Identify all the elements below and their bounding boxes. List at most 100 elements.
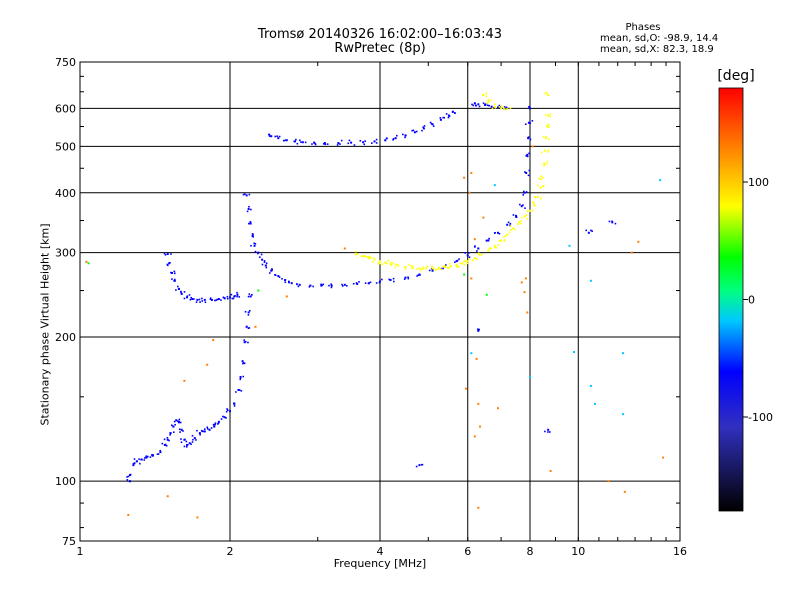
data-point bbox=[413, 131, 416, 134]
data-point bbox=[526, 210, 529, 212]
data-point bbox=[144, 457, 146, 459]
data-point bbox=[225, 417, 227, 419]
data-point bbox=[527, 121, 530, 124]
data-point bbox=[509, 107, 512, 109]
data-point bbox=[290, 282, 293, 285]
data-point bbox=[476, 250, 478, 252]
data-point bbox=[248, 293, 251, 295]
y-tick-label: 400 bbox=[55, 187, 76, 200]
data-point bbox=[362, 255, 365, 258]
data-point bbox=[527, 137, 530, 140]
data-point bbox=[503, 107, 505, 110]
data-point bbox=[251, 293, 253, 296]
data-point bbox=[296, 283, 298, 286]
data-point bbox=[474, 245, 476, 247]
data-point bbox=[500, 107, 503, 110]
data-point bbox=[127, 475, 130, 478]
data-point bbox=[455, 263, 458, 266]
data-point bbox=[540, 151, 543, 154]
data-point bbox=[498, 240, 501, 242]
data-point bbox=[343, 283, 346, 286]
data-point bbox=[482, 102, 485, 105]
data-point bbox=[248, 193, 251, 196]
data-point bbox=[394, 137, 397, 140]
data-point bbox=[345, 284, 348, 287]
data-point bbox=[180, 438, 182, 440]
data-point bbox=[133, 462, 136, 465]
data-point bbox=[139, 462, 141, 465]
data-point bbox=[510, 228, 512, 231]
data-point bbox=[448, 115, 451, 117]
data-point bbox=[190, 296, 192, 299]
data-point bbox=[544, 430, 546, 433]
data-point bbox=[295, 138, 297, 141]
data-point bbox=[229, 410, 231, 413]
data-point bbox=[478, 105, 481, 108]
data-point bbox=[320, 283, 322, 286]
data-point bbox=[464, 387, 467, 390]
data-point bbox=[430, 122, 433, 125]
data-point bbox=[517, 221, 520, 224]
data-point bbox=[375, 142, 378, 144]
data-point bbox=[407, 263, 410, 266]
data-point bbox=[189, 298, 192, 301]
data-point bbox=[244, 311, 247, 313]
phases-o-label: mean, sd,O: bbox=[600, 33, 661, 44]
data-point bbox=[238, 389, 241, 391]
data-point bbox=[180, 290, 182, 293]
data-point bbox=[165, 444, 168, 447]
colorbar-tick-label: 0 bbox=[748, 294, 755, 307]
data-point bbox=[285, 139, 288, 142]
data-point bbox=[477, 247, 480, 250]
data-point bbox=[419, 274, 421, 276]
data-point bbox=[549, 113, 552, 116]
data-point bbox=[428, 269, 431, 272]
data-point bbox=[241, 360, 244, 363]
data-point bbox=[519, 203, 521, 206]
data-point bbox=[527, 174, 530, 177]
data-point bbox=[416, 275, 418, 277]
data-point bbox=[166, 438, 169, 441]
x-tick-label: 2 bbox=[227, 545, 234, 558]
data-point bbox=[397, 264, 400, 267]
data-point bbox=[468, 258, 470, 260]
data-point bbox=[381, 263, 384, 266]
data-point bbox=[248, 327, 251, 329]
data-point bbox=[379, 261, 381, 264]
data-point bbox=[529, 375, 531, 378]
data-point bbox=[523, 191, 526, 194]
data-point bbox=[254, 250, 257, 253]
data-point bbox=[443, 264, 446, 267]
data-point bbox=[418, 464, 421, 467]
data-point bbox=[257, 289, 260, 292]
data-point bbox=[508, 231, 511, 234]
data-point bbox=[204, 301, 207, 304]
data-point bbox=[541, 176, 544, 179]
data-point bbox=[341, 283, 343, 286]
data-point bbox=[608, 220, 611, 223]
data-point bbox=[261, 263, 264, 266]
data-point bbox=[85, 260, 88, 263]
data-point bbox=[392, 262, 395, 265]
data-point bbox=[340, 139, 343, 142]
data-point bbox=[529, 138, 532, 141]
data-point bbox=[488, 237, 490, 240]
data-point bbox=[236, 295, 238, 298]
data-point bbox=[503, 106, 506, 108]
data-point bbox=[210, 298, 213, 301]
data-point bbox=[253, 244, 256, 247]
data-point bbox=[248, 222, 250, 225]
data-point bbox=[217, 298, 220, 301]
data-point bbox=[404, 276, 407, 279]
data-point bbox=[239, 375, 242, 378]
data-point bbox=[339, 143, 341, 145]
data-point bbox=[157, 453, 160, 455]
data-point bbox=[506, 108, 509, 111]
data-point bbox=[524, 123, 527, 126]
data-point bbox=[213, 425, 215, 427]
data-point bbox=[517, 223, 519, 226]
x-tick-label: 4 bbox=[377, 545, 384, 558]
data-point bbox=[274, 135, 277, 138]
data-point bbox=[235, 391, 237, 393]
